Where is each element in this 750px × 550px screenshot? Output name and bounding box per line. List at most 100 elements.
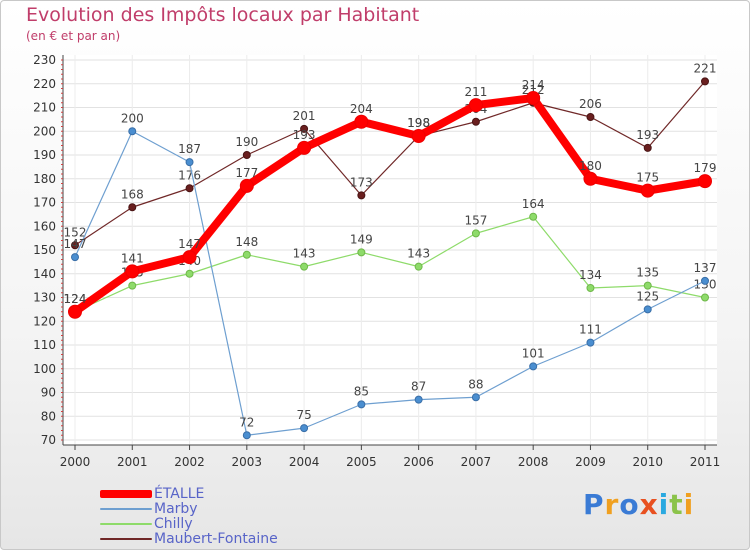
data-point--talle xyxy=(239,178,254,193)
x-tick-label: 2003 xyxy=(232,455,263,469)
data-label-maubert-fontaine: 176 xyxy=(178,168,201,182)
series-line--talle xyxy=(71,94,709,316)
data-point-marby xyxy=(300,424,309,433)
data-point-chilly xyxy=(471,229,480,238)
data-point-marby xyxy=(357,400,366,409)
x-tick-label: 2009 xyxy=(575,455,606,469)
data-point-marby xyxy=(643,305,652,314)
data-point--talle xyxy=(125,264,140,279)
data-point-marby xyxy=(529,362,538,371)
data-point-chilly xyxy=(128,281,137,290)
data-label-maubert-fontaine: 152 xyxy=(64,225,87,239)
data-label--talle: 214 xyxy=(522,78,545,92)
series-line-maubert-fontaine xyxy=(74,80,706,246)
data-point-marby xyxy=(471,393,480,402)
data-point-maubert-fontaine xyxy=(701,77,709,86)
data-label-maubert-fontaine: 193 xyxy=(636,128,659,142)
data-label-chilly: 149 xyxy=(350,232,373,246)
data-point-marby xyxy=(71,253,79,262)
y-tick-label: 120 xyxy=(33,314,56,328)
data-label--talle: 211 xyxy=(464,85,487,99)
data-label--talle: 198 xyxy=(407,116,430,130)
legend-swatch xyxy=(100,523,152,525)
data-label-marby: 125 xyxy=(636,289,659,303)
data-label-maubert-fontaine: 198 xyxy=(407,116,430,130)
data-point-maubert-fontaine xyxy=(71,241,79,250)
legend-label: Marby xyxy=(154,501,198,517)
data-label-marby: 85 xyxy=(354,384,369,398)
data-label-maubert-fontaine: 212 xyxy=(522,83,545,97)
data-point-marby xyxy=(586,338,595,347)
logo-letter: r xyxy=(604,488,620,521)
data-point-maubert-fontaine xyxy=(242,151,251,159)
y-tick-label: 80 xyxy=(41,409,56,423)
data-label-marby: 87 xyxy=(411,380,426,394)
data-label--talle: 204 xyxy=(350,102,373,116)
y-tick-label: 90 xyxy=(41,386,56,400)
data-point-marby xyxy=(414,395,423,404)
logo-letter: i xyxy=(683,488,695,521)
data-label-chilly: 143 xyxy=(293,247,316,261)
y-tick-label: 170 xyxy=(33,196,56,210)
data-point--talle xyxy=(640,183,655,198)
data-label--talle: 179 xyxy=(694,161,717,175)
x-tick-label: 2001 xyxy=(117,455,148,469)
data-point-chilly xyxy=(300,262,309,271)
x-tick-label: 2000 xyxy=(60,455,91,469)
y-tick-label: 210 xyxy=(33,101,56,115)
data-label--talle: 141 xyxy=(121,251,144,265)
proxiti-logo: Proxiti xyxy=(583,488,694,521)
logo-letter: x xyxy=(639,488,659,521)
data-label-maubert-fontaine: 190 xyxy=(235,135,258,149)
y-tick-label: 200 xyxy=(33,124,56,138)
data-point--talle xyxy=(468,98,483,113)
data-point--talle xyxy=(354,114,369,129)
x-tick-label: 2008 xyxy=(518,455,549,469)
data-point-marby xyxy=(185,158,194,167)
data-label-maubert-fontaine: 201 xyxy=(293,109,316,123)
y-tick-label: 190 xyxy=(33,148,56,162)
data-point-chilly xyxy=(185,269,194,278)
data-point-marby xyxy=(242,431,251,440)
data-point-marby xyxy=(701,276,709,285)
y-tick-label: 100 xyxy=(33,362,56,376)
data-point-maubert-fontaine xyxy=(643,143,652,152)
data-label-maubert-fontaine: 173 xyxy=(350,175,373,189)
x-tick-label: 2005 xyxy=(346,455,377,469)
data-label-chilly: 134 xyxy=(579,268,602,282)
data-point-chilly xyxy=(242,250,251,259)
data-label-maubert-fontaine: 206 xyxy=(579,97,602,111)
data-point-maubert-fontaine xyxy=(185,184,194,193)
data-point-maubert-fontaine xyxy=(300,124,309,133)
data-label--talle: 177 xyxy=(235,166,258,180)
data-label-marby: 75 xyxy=(296,408,311,422)
data-label-chilly: 143 xyxy=(407,247,430,261)
data-label-chilly: 135 xyxy=(636,266,659,280)
logo-letter: i xyxy=(658,488,670,521)
data-point-maubert-fontaine xyxy=(357,191,366,200)
legend-label: Maubert-Fontaine xyxy=(154,531,278,547)
y-tick-label: 130 xyxy=(33,291,56,305)
data-label-chilly: 148 xyxy=(235,235,258,249)
data-label-marby: 88 xyxy=(468,377,483,391)
data-point--talle xyxy=(182,250,197,265)
logo-letter: P xyxy=(583,488,605,521)
data-label--talle: 175 xyxy=(636,171,659,185)
data-label-chilly: 164 xyxy=(522,197,545,211)
logo-letter: o xyxy=(619,488,640,521)
data-point-marby xyxy=(128,127,137,136)
data-point-chilly xyxy=(701,293,709,302)
chart-title: Evolution des Impôts locaux par Habitant xyxy=(26,4,420,26)
y-tick-label: 220 xyxy=(33,77,56,91)
data-label--talle: 180 xyxy=(579,159,602,173)
legend-label: Chilly xyxy=(154,516,193,532)
legend-swatch xyxy=(100,538,152,540)
data-point-chilly xyxy=(357,248,366,257)
data-label-marby: 147 xyxy=(64,237,87,251)
x-tick-label: 2010 xyxy=(632,455,663,469)
x-tick-label: 2007 xyxy=(461,455,492,469)
legend-label: ÉTALLE xyxy=(154,486,205,502)
data-label-marby: 72 xyxy=(239,415,254,429)
data-point--talle xyxy=(68,304,82,319)
